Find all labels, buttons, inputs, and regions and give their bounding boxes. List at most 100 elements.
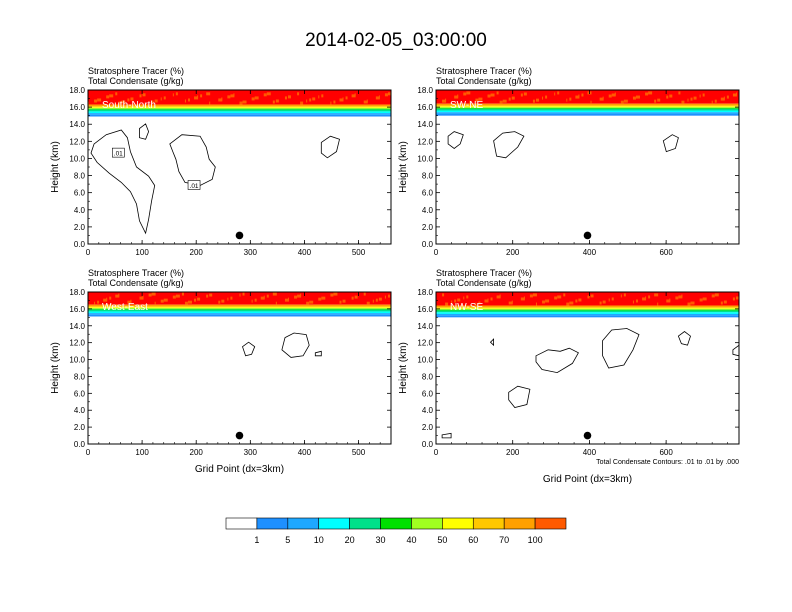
tracer-streak [508, 301, 513, 305]
tracer-band-100 [436, 90, 739, 104]
tracer-streak [578, 298, 582, 302]
tracer-streak [669, 94, 673, 98]
colorbar-box [503, 517, 536, 530]
tracer-band-1 [436, 315, 739, 318]
tracer-streak [206, 294, 209, 298]
colorbar-box [442, 517, 474, 530]
tracer-streak [654, 99, 657, 103]
tracer-streak [372, 299, 374, 303]
tracer-streak [181, 292, 184, 296]
tracer-streak [387, 294, 390, 298]
condensate-contour [139, 123, 150, 140]
tracer-streak [723, 300, 727, 304]
tracer-streak [484, 299, 489, 303]
tracer-streak [478, 97, 483, 101]
tracer-streak [345, 96, 348, 100]
x-tick-label: 100 [135, 448, 149, 457]
colorbar-label: 40 [406, 535, 416, 545]
y-tick-label: 2.0 [74, 223, 86, 232]
tracer-streak [339, 300, 342, 304]
tracer-band-5 [88, 313, 391, 315]
panel-header-tracer: Stratosphere Tracer (%) [436, 268, 532, 278]
tracer-band-30 [88, 108, 391, 110]
x-tick-label: 200 [190, 448, 204, 457]
tracer-streak [266, 92, 271, 96]
colorbar-label: 1 [254, 535, 259, 545]
colorbar-label: 10 [314, 535, 324, 545]
tracer-streak [675, 296, 679, 300]
panel-sw-ne: Stratosphere Tracer (%)Total Condensate … [398, 66, 740, 257]
colorbar-box [225, 517, 258, 530]
tracer-band-5 [88, 113, 391, 115]
tracer-streak [599, 301, 602, 305]
y-tick-label: 16.0 [69, 305, 85, 314]
panel-label: SW-NE [450, 100, 483, 111]
tracer-streak [502, 99, 507, 103]
tracer-streak [511, 96, 515, 100]
colorbar-box [256, 517, 289, 530]
colorbar-label: 20 [345, 535, 355, 545]
condensate-contour [242, 341, 256, 357]
colorbar-box [534, 517, 567, 530]
y-tick-label: 6.0 [422, 189, 434, 198]
tracer-band-1 [88, 314, 391, 317]
x-tick-label: 200 [506, 448, 520, 457]
x-tick-label: 500 [352, 248, 366, 257]
condensate-contour [281, 332, 310, 358]
tracer-streak [227, 95, 231, 99]
tracer-streak [287, 95, 291, 99]
tracer-streak [590, 294, 594, 298]
condensate-contour [732, 344, 739, 357]
tracer-streak [678, 91, 681, 95]
tracer-streak [554, 92, 556, 96]
tracer-band-20 [88, 309, 391, 312]
tracer-streak [711, 294, 715, 298]
tracer-streak [351, 296, 354, 300]
contour-label-box [187, 180, 201, 190]
y-tick-label: 8.0 [74, 172, 86, 181]
y-tick-label: 16.0 [417, 103, 433, 112]
tracer-streak [714, 99, 717, 103]
tracer-streak [306, 99, 308, 103]
tracer-streak [581, 93, 584, 97]
x-tick-label: 300 [244, 248, 258, 257]
tracer-streak [442, 293, 445, 297]
tracer-band-10 [88, 311, 391, 314]
tracer-streak [151, 292, 156, 296]
tracer-streak [272, 100, 275, 104]
tracer-streak [642, 297, 647, 301]
condensate-contour [314, 350, 322, 357]
tracer-streak [499, 100, 503, 104]
y-tick-label: 8.0 [74, 372, 86, 381]
tracer-streak [251, 97, 255, 101]
tracer-streak [690, 301, 695, 305]
colorbar-label: 30 [376, 535, 386, 545]
tracer-band-50 [436, 308, 739, 309]
y-tick-label: 18.0 [417, 288, 433, 297]
tracer-streak [342, 299, 346, 303]
condensate-contour [602, 328, 640, 369]
tracer-streak [109, 94, 114, 98]
colorbar-label: 60 [468, 535, 478, 545]
condensate-contour [489, 338, 495, 347]
tracer-streak [148, 293, 152, 297]
tracer-streak [194, 298, 197, 302]
tracer-streak [542, 300, 546, 304]
y-tick-label: 16.0 [69, 103, 85, 112]
tracer-streak [687, 302, 691, 306]
location-marker [235, 231, 244, 240]
x-tick-label: 400 [583, 248, 597, 257]
tracer-streak [469, 100, 471, 104]
condensate-contour [320, 135, 340, 159]
tracer-streak [321, 296, 326, 300]
y-tick-label: 12.0 [417, 137, 433, 146]
y-tick-label: 14.0 [69, 322, 85, 331]
y-tick-label: 0.0 [422, 440, 434, 449]
tracer-streak [363, 100, 368, 104]
condensate-contour [662, 134, 679, 153]
tracer-streak [557, 91, 560, 95]
colorbar-label: 50 [437, 535, 447, 545]
panel-header-condensate: Total Condensate (g/kg) [88, 278, 184, 288]
y-tick-label: 0.0 [74, 240, 86, 249]
